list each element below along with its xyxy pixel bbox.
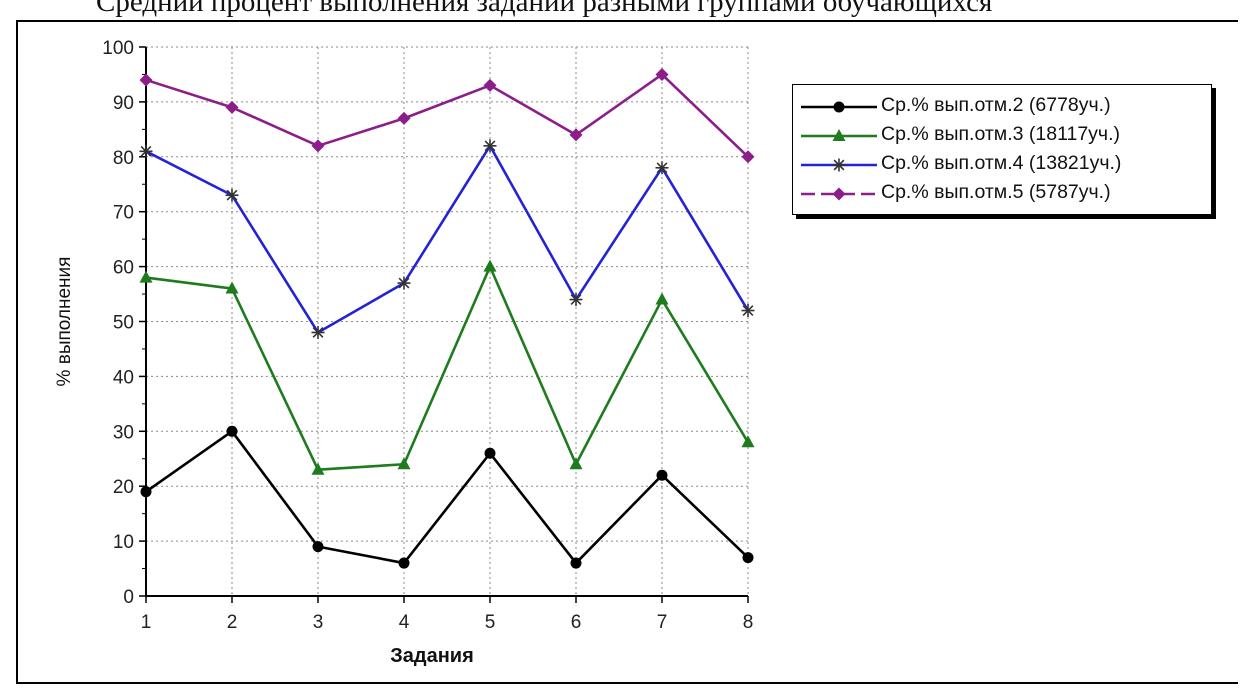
y-tick-label: 10 [113, 532, 134, 553]
data-point [655, 292, 669, 305]
data-point [570, 557, 582, 569]
y-tick-label: 40 [113, 367, 134, 388]
legend-marker [832, 187, 846, 201]
data-point [225, 281, 239, 294]
x-axis-label: Задания [390, 645, 474, 667]
legend-label: Ср.% вып.отм.5 (5787уч.) [881, 181, 1111, 203]
series-line [145, 429, 749, 565]
legend-item: Ср.% вып.отм.4 (13821уч.) [793, 150, 1211, 180]
data-point [311, 325, 325, 339]
x-tick-label: 7 [657, 612, 668, 633]
data-point [397, 276, 411, 290]
x-tick-label: 1 [141, 612, 152, 633]
series-line [145, 144, 750, 334]
data-point [139, 270, 153, 283]
data-point [226, 425, 238, 437]
x-tick-label: 3 [313, 612, 324, 633]
legend-item: Ср.% вып.отм.5 (5787уч.) [793, 179, 1211, 209]
data-point [311, 139, 325, 153]
data-point [140, 486, 152, 498]
legend-marker-icon [801, 187, 877, 201]
data-point [742, 552, 754, 564]
y-tick-label: 80 [113, 148, 134, 169]
y-tick-label: 60 [113, 258, 134, 279]
data-point [655, 161, 669, 175]
y-tick-label: 30 [113, 422, 134, 443]
data-point [225, 188, 239, 202]
data-point [397, 111, 411, 125]
data-point [741, 304, 755, 318]
y-tick-label: 100 [102, 38, 134, 59]
x-tick-label: 2 [227, 612, 238, 633]
y-tick-label: 20 [113, 477, 134, 498]
chart-frame [16, 20, 1238, 684]
x-tick-label: 8 [743, 612, 754, 633]
chart-legend: Ср.% вып.отм.2 (6778уч.) Ср.% вып.отм.3 … [792, 84, 1212, 215]
legend-marker-icon [801, 101, 877, 113]
data-point [225, 100, 239, 114]
legend-marker [832, 129, 846, 141]
data-point [311, 462, 325, 475]
data-point [139, 144, 153, 158]
series-line [145, 265, 750, 472]
legend-label: Ср.% вып.отм.3 (18117уч.) [881, 123, 1120, 145]
data-point [483, 78, 497, 92]
legend-marker [833, 101, 845, 113]
y-tick-label: 50 [113, 313, 134, 334]
data-point [741, 150, 755, 164]
data-point [656, 469, 668, 481]
data-point [397, 457, 411, 470]
legend-marker [832, 158, 846, 172]
x-tick-label: 4 [399, 612, 410, 633]
data-point [312, 541, 324, 553]
y-tick-label: 70 [113, 203, 134, 224]
data-point [483, 259, 497, 272]
legend-item: Ср.% вып.отм.3 (18117уч.) [793, 121, 1211, 151]
legend-marker-icon [801, 129, 877, 141]
chart-title: Средний процент выполнения заданий разны… [96, 0, 993, 18]
x-tick-label: 6 [571, 612, 582, 633]
data-point [484, 447, 496, 459]
legend-item: Ср.% вып.отм.2 (6778уч.) [793, 92, 1211, 122]
data-point [569, 128, 583, 142]
series-line [145, 73, 749, 158]
x-tick-label: 5 [485, 612, 496, 633]
data-point [569, 457, 583, 470]
y-tick-label: 90 [113, 93, 134, 114]
data-point [741, 435, 755, 448]
data-point [139, 73, 153, 87]
legend-label: Ср.% вып.отм.2 (6778уч.) [881, 94, 1111, 116]
legend-marker-icon [801, 158, 877, 172]
y-axis-label: % выполнения [54, 257, 75, 387]
data-point [655, 67, 669, 81]
data-point [569, 293, 583, 307]
y-tick-label: 0 [123, 587, 134, 608]
data-point [398, 557, 410, 569]
data-point [483, 139, 497, 153]
legend-label: Ср.% вып.отм.4 (13821уч.) [881, 152, 1122, 174]
